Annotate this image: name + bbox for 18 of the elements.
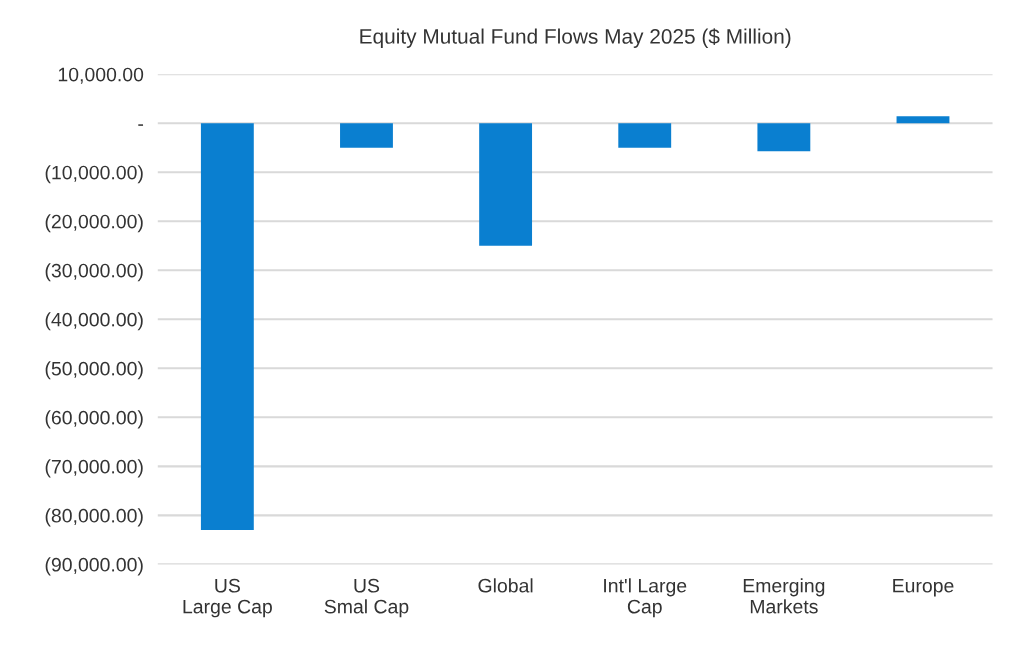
y-tick-label: -: [138, 124, 144, 126]
y-tick-label: (60,000.00): [45, 410, 143, 429]
y-tick-label: (30,000.00): [45, 263, 143, 282]
x-tick-label: US Large Cap: [183, 578, 272, 618]
y-tick-label: 10,000.00: [58, 67, 144, 84]
y-tick-label: (70,000.00): [45, 459, 143, 478]
y-tick-label: (80,000.00): [45, 508, 143, 527]
y-tick-label: (10,000.00): [45, 165, 143, 184]
x-tick-label: Int'l Large Cap: [604, 578, 687, 618]
x-tick-label: US Smal Cap: [324, 578, 409, 618]
x-tick-label: Europe: [893, 578, 954, 597]
x-tick-label: Emerging Markets: [743, 578, 825, 614]
y-tick-label: (90,000.00): [45, 557, 143, 576]
y-tick-label: (50,000.00): [45, 361, 143, 380]
y-tick-label: (20,000.00): [45, 214, 143, 233]
chart-title: Equity Mutual Fund Flows May 2025 ($ Million): [360, 28, 791, 48]
y-tick-label: (40,000.00): [45, 312, 143, 331]
x-tick-label: Global: [478, 578, 533, 593]
